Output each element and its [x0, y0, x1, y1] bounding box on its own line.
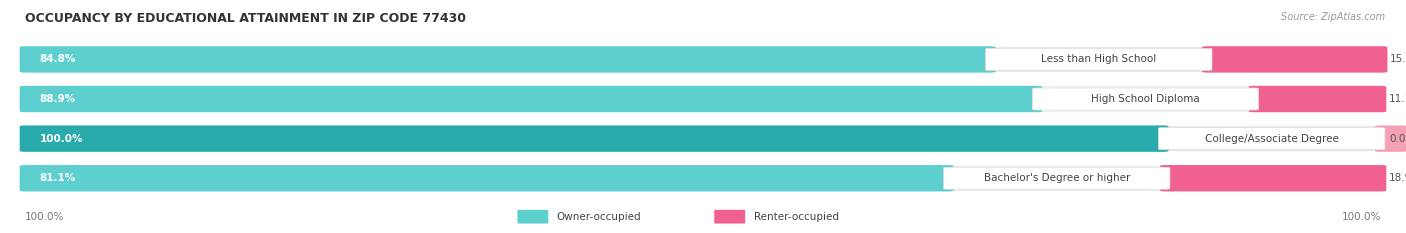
Text: OCCUPANCY BY EDUCATIONAL ATTAINMENT IN ZIP CODE 77430: OCCUPANCY BY EDUCATIONAL ATTAINMENT IN Z…: [25, 12, 467, 25]
Text: Source: ZipAtlas.com: Source: ZipAtlas.com: [1281, 12, 1385, 22]
Text: 100.0%: 100.0%: [1341, 212, 1381, 222]
Text: Less than High School: Less than High School: [1042, 55, 1157, 64]
Text: Owner-occupied: Owner-occupied: [557, 212, 641, 222]
FancyBboxPatch shape: [1249, 86, 1386, 112]
Text: 11.1%: 11.1%: [1389, 94, 1406, 104]
Text: 18.9%: 18.9%: [1389, 173, 1406, 183]
FancyBboxPatch shape: [1159, 128, 1385, 150]
FancyBboxPatch shape: [20, 46, 995, 73]
FancyBboxPatch shape: [1375, 125, 1406, 152]
Text: Bachelor's Degree or higher: Bachelor's Degree or higher: [984, 173, 1130, 183]
Text: 100.0%: 100.0%: [39, 134, 83, 144]
Text: 15.3%: 15.3%: [1391, 55, 1406, 64]
FancyBboxPatch shape: [20, 165, 953, 192]
FancyBboxPatch shape: [25, 126, 1381, 151]
FancyBboxPatch shape: [20, 86, 1042, 112]
Text: College/Associate Degree: College/Associate Degree: [1205, 134, 1339, 144]
FancyBboxPatch shape: [517, 210, 548, 224]
FancyBboxPatch shape: [1160, 165, 1386, 192]
FancyBboxPatch shape: [943, 167, 1170, 189]
Text: Renter-occupied: Renter-occupied: [754, 212, 838, 222]
Text: 100.0%: 100.0%: [25, 212, 65, 222]
Text: 84.8%: 84.8%: [39, 55, 76, 64]
FancyBboxPatch shape: [25, 47, 1381, 72]
Text: 0.0%: 0.0%: [1389, 134, 1406, 144]
Text: 81.1%: 81.1%: [39, 173, 76, 183]
Text: 88.9%: 88.9%: [39, 94, 76, 104]
FancyBboxPatch shape: [986, 48, 1212, 70]
FancyBboxPatch shape: [20, 125, 1168, 152]
Text: High School Diploma: High School Diploma: [1091, 94, 1199, 104]
FancyBboxPatch shape: [1032, 88, 1258, 110]
FancyBboxPatch shape: [1202, 46, 1388, 73]
FancyBboxPatch shape: [25, 87, 1381, 111]
FancyBboxPatch shape: [714, 210, 745, 224]
FancyBboxPatch shape: [25, 166, 1381, 191]
